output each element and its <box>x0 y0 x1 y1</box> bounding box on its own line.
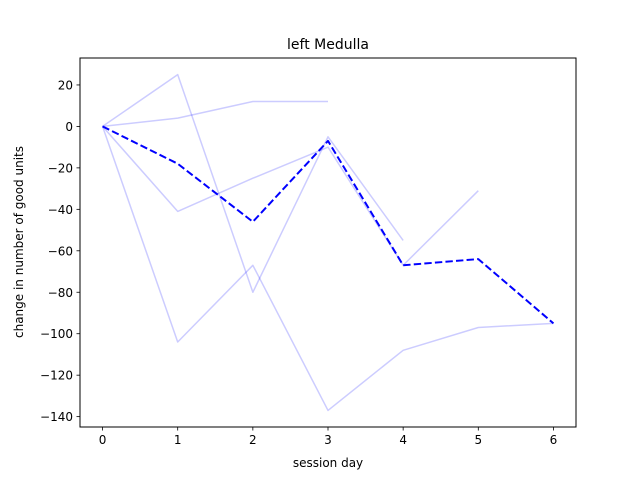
series-line-1 <box>102 100 328 128</box>
x-tick-label: 5 <box>474 433 482 447</box>
series-line-2 <box>102 73 404 293</box>
x-tick-label: 0 <box>99 433 107 447</box>
series-line-4 <box>101 126 554 412</box>
y-tick-label: −80 <box>48 286 73 300</box>
y-tick-label: 0 <box>65 120 73 134</box>
y-tick-label: −120 <box>40 369 73 383</box>
x-tick-label: 4 <box>399 433 407 447</box>
x-tick-label: 1 <box>174 433 182 447</box>
y-tick-label: −40 <box>48 203 73 217</box>
x-axis-label: session day <box>293 456 363 470</box>
x-tick-label: 2 <box>249 433 257 447</box>
x-axis: 0 1 2 3 4 5 6 <box>99 427 558 447</box>
chart-title: left Medulla <box>287 37 369 53</box>
y-axis-label: change in number of good units <box>12 146 26 338</box>
series-line-mean <box>102 125 555 325</box>
series-line-3 <box>101 125 479 267</box>
x-tick-label: 3 <box>324 433 332 447</box>
y-tick-label: −100 <box>40 327 73 341</box>
y-tick-label: 20 <box>58 78 73 92</box>
plot-series <box>101 73 555 412</box>
y-tick-label: −20 <box>48 161 73 175</box>
y-tick-label: −140 <box>40 410 73 424</box>
y-axis: 20 0 −20 −40 −60 −80 −100 −120 −140 <box>40 78 80 424</box>
y-tick-label: −60 <box>48 244 73 258</box>
x-tick-label: 6 <box>550 433 558 447</box>
